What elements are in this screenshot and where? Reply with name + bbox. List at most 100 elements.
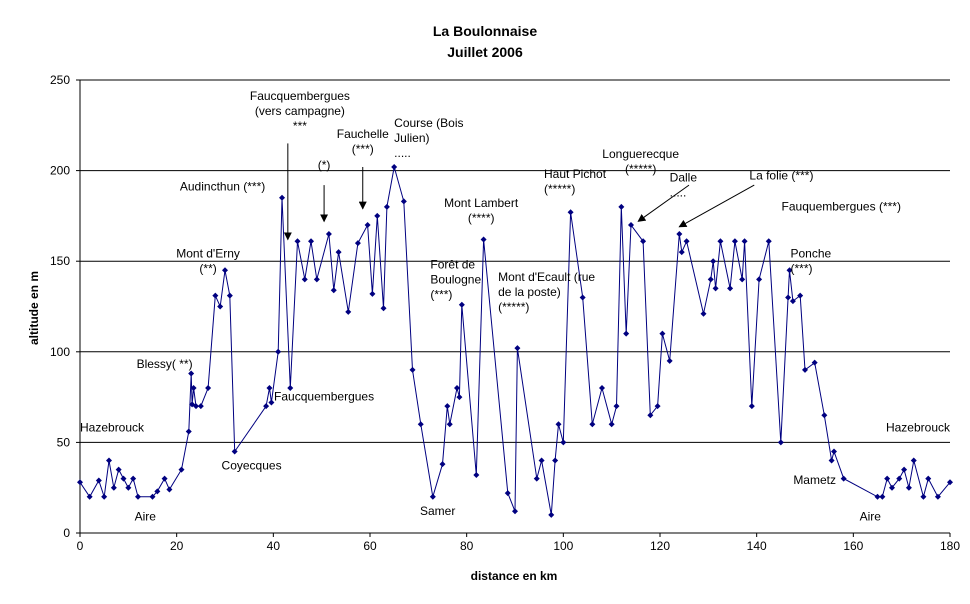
data-point: [901, 466, 908, 473]
series-line: [79, 166, 951, 515]
data-point: [925, 475, 932, 482]
annotation-line: Haut Pichot: [544, 167, 607, 181]
annotation-label: Forêt de Boulogne (***): [430, 257, 481, 301]
data-point: [647, 412, 654, 419]
annotation-label: Aire: [135, 509, 157, 523]
y-tick-label: 250: [50, 73, 70, 87]
data-point: [294, 238, 301, 245]
annotation-line: (*****): [498, 300, 529, 314]
data-point: [910, 457, 917, 464]
data-point: [879, 493, 886, 500]
data-point: [874, 493, 881, 500]
data-point: [731, 238, 738, 245]
annotation-line: La folie (***): [749, 169, 813, 183]
data-point: [400, 198, 407, 205]
data-point: [135, 493, 141, 500]
annotation-line: (*): [318, 158, 331, 172]
annotation-line: Forêt de: [430, 257, 475, 271]
data-point: [666, 357, 673, 364]
data-point: [439, 461, 446, 468]
data-point: [374, 212, 381, 219]
annotation-label: Fauquembergues (***): [782, 199, 901, 213]
gridlines: [80, 79, 950, 443]
annotation-line: (**): [199, 262, 216, 276]
annotation-label: Coyecques: [222, 459, 282, 473]
x-tick-label: 80: [460, 539, 474, 553]
data-point: [115, 466, 122, 473]
y-tick-label: 0: [63, 526, 70, 540]
data-point: [934, 493, 941, 500]
data-point: [444, 403, 451, 410]
data-point: [789, 298, 796, 305]
data-point: [212, 292, 219, 299]
annotation-label: Mametz: [793, 473, 836, 487]
annotation-label: Dalle.....: [670, 170, 698, 199]
annotation-line: Boulogne: [430, 272, 481, 286]
y-tick-labels: 0 50 100 150 200 250: [50, 73, 70, 540]
data-point: [266, 385, 273, 392]
data-point: [101, 493, 108, 500]
data-point: [840, 475, 847, 482]
data-point: [205, 385, 212, 392]
annotation-line: Blessy( **): [137, 357, 193, 371]
data-point: [640, 238, 647, 245]
data-point: [279, 194, 286, 201]
annotation-line: (vers campagne): [255, 104, 345, 118]
annotation-line: Fauchelle: [337, 127, 389, 141]
data-point: [676, 231, 683, 238]
annotation-label: Mont d'Erny (**): [176, 247, 240, 276]
annotation-label: (*): [318, 158, 331, 172]
chart-subtitle: Juillet 2006: [447, 44, 523, 60]
data-point: [391, 163, 398, 170]
data-point: [504, 490, 511, 497]
x-tick-labels: 0 20 40 60 80 100 120 140 160 180: [77, 539, 961, 553]
data-point: [712, 285, 719, 292]
annotation-arrow: [637, 184, 690, 222]
data-point: [707, 276, 714, 283]
annotation-label: La folie (***): [749, 169, 813, 183]
data-point: [654, 403, 661, 410]
data-point: [161, 475, 168, 482]
x-tick-label: 120: [650, 539, 670, 553]
data-point: [538, 457, 545, 464]
annotation-line: (***): [430, 287, 452, 301]
x-tick-label: 60: [363, 539, 377, 553]
data-point: [95, 477, 102, 484]
series-altitude: [77, 163, 953, 518]
annotation-label: Longuerecque (*****): [602, 147, 679, 176]
data-point: [354, 240, 361, 247]
annotation-line: (***): [791, 262, 813, 276]
data-point: [821, 412, 828, 419]
data-point: [552, 457, 559, 464]
data-point: [193, 403, 199, 410]
annotation-line: Mametz: [793, 473, 836, 487]
x-tick-label: 140: [747, 539, 767, 553]
annotation-line: Samer: [420, 504, 455, 518]
annotation-line: Coyecques: [222, 459, 282, 473]
data-point: [369, 290, 376, 297]
x-tick-label: 0: [77, 539, 84, 553]
annotation-line: .....: [670, 185, 687, 199]
y-axis-title: altitude en m: [27, 271, 41, 345]
annotation-line: Fauquembergues (***): [782, 199, 901, 213]
data-point: [514, 345, 521, 352]
axes: [76, 79, 951, 537]
annotation-label: Faucquembergues: [274, 390, 374, 404]
data-point: [178, 466, 185, 473]
data-point: [86, 493, 93, 500]
data-point: [717, 238, 724, 245]
annotation-label: Audincthun (***): [180, 180, 265, 194]
data-point: [345, 308, 352, 315]
data-point: [275, 348, 282, 355]
data-point: [786, 267, 793, 274]
data-point: [222, 267, 228, 274]
data-point: [613, 403, 620, 410]
data-point: [429, 493, 436, 500]
data-point: [313, 276, 320, 283]
data-point: [548, 511, 555, 518]
annotation-label: Hazebrouck: [80, 421, 145, 435]
y-tick-label: 200: [50, 164, 70, 178]
annotation-line: (*****): [625, 162, 656, 176]
data-point: [599, 385, 605, 392]
annotation-line: ***: [293, 119, 307, 133]
